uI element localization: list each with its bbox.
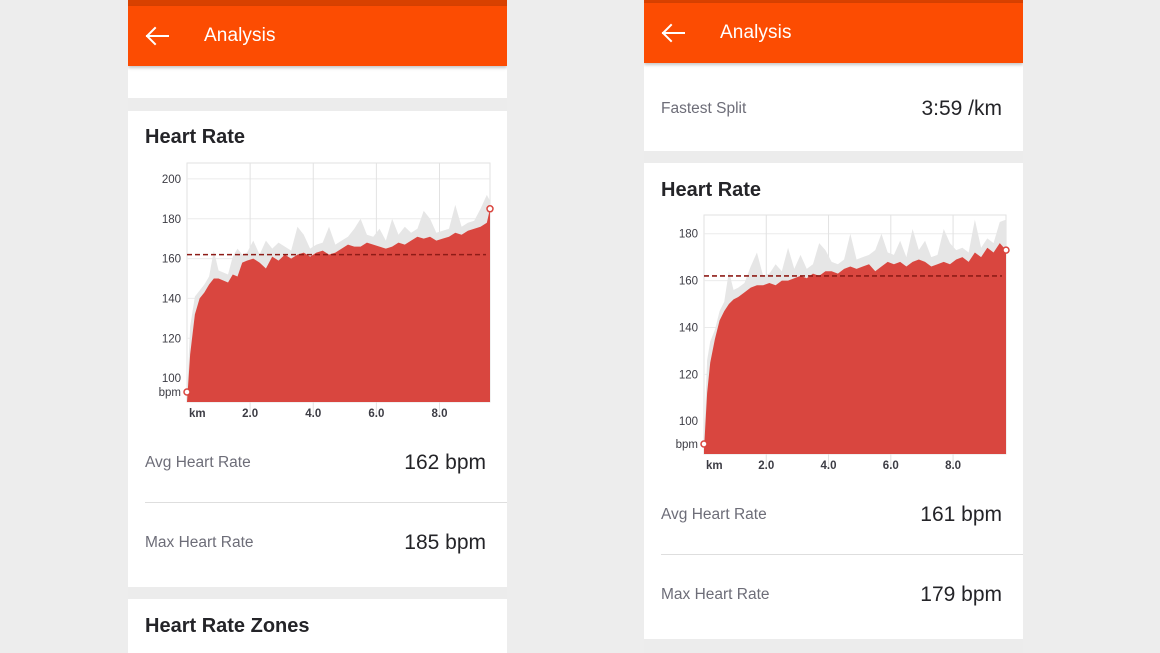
heart-rate-zones-card[interactable]: Heart Rate Zones [128, 599, 507, 653]
y-tick-label: 160 [679, 276, 698, 288]
x-tick-label: 4.0 [821, 460, 837, 472]
x-tick-label: 8.0 [945, 460, 961, 472]
heart-rate-title: Heart Rate [661, 179, 762, 201]
previous-card [128, 66, 507, 98]
avg-heart-rate-label: Avg Heart Rate [145, 454, 251, 471]
fastest-split-card: Fastest Split 3:59 /km [644, 63, 1023, 151]
y-tick-label: 180 [679, 229, 698, 241]
app-bar: Analysis [644, 3, 1023, 63]
avg-heart-rate-label: Avg Heart Rate [661, 506, 767, 523]
y-tick-label: 100 [679, 416, 698, 428]
x-tick-label: 6.0 [368, 408, 384, 420]
y-unit-label: bpm [159, 387, 181, 399]
y-tick-label: 120 [162, 333, 181, 345]
status-strip [128, 0, 507, 6]
heart-rate-card: Heart Rate 100 120 140 160 180 bpm 2.0 4.0 6.0 8.… [644, 163, 1023, 639]
end-marker [1002, 246, 1010, 254]
y-tick-label: 180 [162, 214, 181, 226]
max-heart-rate-label: Max Heart Rate [145, 534, 254, 551]
x-tick-label: 6.0 [883, 460, 899, 472]
max-heart-rate-row: Max Heart Rate 179 bpm [661, 583, 1002, 653]
heart-rate-zones-title: Heart Rate Zones [145, 615, 310, 637]
max-heart-rate-value: 185 bpm [404, 531, 486, 554]
y-tick-label: 120 [679, 369, 698, 381]
heart-rate-title: Heart Rate [145, 126, 246, 148]
heart-rate-chart[interactable]: 100 120 140 160 180 bpm 2.0 4.0 6.0 8.0 km [644, 163, 1023, 483]
left-screen: Analysis Heart Rate 100 120 140 160 180 200 bp… [128, 0, 507, 653]
y-tick-label: 100 [162, 373, 181, 385]
page-title: Analysis [720, 22, 792, 43]
max-heart-rate-row: Max Heart Rate 185 bpm [145, 531, 486, 614]
start-marker [700, 440, 708, 448]
divider [145, 502, 507, 503]
x-tick-label: 2.0 [242, 408, 258, 420]
y-tick-label: 160 [162, 254, 181, 266]
max-heart-rate-label: Max Heart Rate [661, 586, 770, 603]
y-tick-label: 140 [162, 293, 181, 305]
x-tick-label: 2.0 [758, 460, 774, 472]
heart-rate-chart[interactable]: 100 120 140 160 180 200 bpm 2.0 4.0 6.0 8.0 km [128, 111, 507, 431]
fastest-split-value: 3:59 /km [921, 97, 1002, 120]
fastest-split-row: Fastest Split 3:59 /km [661, 97, 1002, 180]
start-marker [183, 388, 191, 396]
y-tick-label: 140 [679, 322, 698, 334]
y-tick-label: 200 [162, 174, 181, 186]
page-title: Analysis [204, 25, 276, 46]
x-tick-label: 4.0 [305, 408, 321, 420]
avg-heart-rate-value: 161 bpm [920, 503, 1002, 526]
x-unit-label: km [189, 408, 206, 420]
app-bar: Analysis [128, 6, 507, 66]
y-unit-label: bpm [676, 439, 698, 451]
arrow-left-icon[interactable] [660, 23, 686, 43]
x-tick-label: 8.0 [432, 408, 448, 420]
right-screen: Analysis Fastest Split 3:59 /km Heart Ra… [644, 0, 1023, 653]
avg-heart-rate-row: Avg Heart Rate 161 bpm [661, 503, 1002, 586]
avg-heart-rate-row: Avg Heart Rate 162 bpm [145, 451, 486, 534]
fastest-split-label: Fastest Split [661, 100, 747, 117]
status-strip [644, 0, 1023, 3]
heart-rate-card: Heart Rate 100 120 140 160 180 200 bpm 2.0 4.0 6.… [128, 111, 507, 587]
end-marker [486, 205, 494, 213]
max-heart-rate-value: 179 bpm [920, 583, 1002, 606]
divider [661, 554, 1023, 555]
arrow-left-icon[interactable] [144, 26, 170, 46]
heart-rate-area [704, 243, 1006, 454]
x-unit-label: km [706, 460, 723, 472]
avg-heart-rate-value: 162 bpm [404, 451, 486, 474]
heart-rate-area [187, 208, 490, 402]
